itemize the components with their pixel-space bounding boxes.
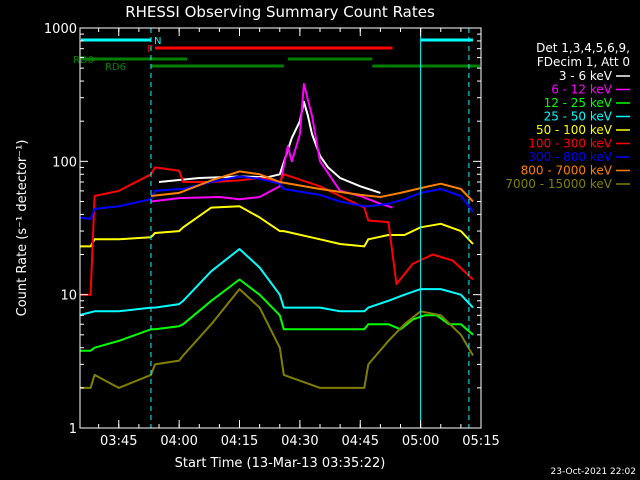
legend-entry-label: 25 - 50 keV xyxy=(544,110,613,124)
x-tick-label: 04:15 xyxy=(221,434,258,449)
legend-entry-label: 800 - 7000 keV xyxy=(521,164,613,178)
timestamp: 23-Oct-2021 22:02 xyxy=(551,467,636,477)
x-tick-label: 04:45 xyxy=(342,434,379,449)
series-line xyxy=(80,288,474,389)
flag-bars: NF RD0 RD6 xyxy=(73,36,480,73)
x-tick-label: 03:45 xyxy=(100,434,137,449)
y-tick-label: 1000 xyxy=(44,22,77,37)
vertical-markers xyxy=(150,28,470,428)
series-line xyxy=(150,170,474,203)
legend: Det 1,3,4,5,6,9, FDecim 1, Att 0 3 - 6 k… xyxy=(505,41,630,191)
y-tick-label: 10 xyxy=(60,289,77,304)
y-axis-label: Count Rate (s⁻¹ detector⁻¹) xyxy=(15,140,30,317)
flag-bar-label: RD6 xyxy=(105,62,126,73)
series-line xyxy=(80,175,474,220)
flag-bar-label: RD0 xyxy=(73,55,94,66)
axes: 03:45 04:00 04:15 04:30 04:45 05:00 05:15 1 10 10… xyxy=(44,22,500,449)
series-line xyxy=(80,205,474,248)
legend-entry-label: 3 - 6 keV xyxy=(559,69,613,83)
legend-entry-label: 12 - 25 keV xyxy=(544,96,613,110)
flag-bar-label: F xyxy=(147,44,153,55)
legend-entry-label: 50 - 100 keV xyxy=(536,123,613,137)
legend-entry-label: 300 - 800 keV xyxy=(528,150,612,164)
legend-entry-label: 7000 - 15000 keV xyxy=(505,177,612,191)
x-tick-label: 04:00 xyxy=(160,434,197,449)
x-tick-label: 05:15 xyxy=(462,434,499,449)
chart-title: RHESSI Observing Summary Count Rates xyxy=(125,3,435,21)
x-axis-label: Start Time (13-Mar-13 03:35:22) xyxy=(175,456,386,471)
y-tick-label: 1 xyxy=(69,422,77,437)
flag-bar-label: N xyxy=(154,36,161,47)
series-line xyxy=(80,248,474,316)
y-tick-label: 100 xyxy=(52,155,77,170)
x-tick-label: 04:30 xyxy=(281,434,318,449)
plot-frame xyxy=(79,27,482,429)
x-tick-label: 05:00 xyxy=(402,434,439,449)
legend-header-line-2: FDecim 1, Att 0 xyxy=(537,55,630,69)
legend-header-line-1: Det 1,3,4,5,6,9, xyxy=(536,41,630,55)
legend-entry-label: 100 - 300 keV xyxy=(528,137,612,151)
legend-entry-label: 6 - 12 keV xyxy=(551,83,613,97)
